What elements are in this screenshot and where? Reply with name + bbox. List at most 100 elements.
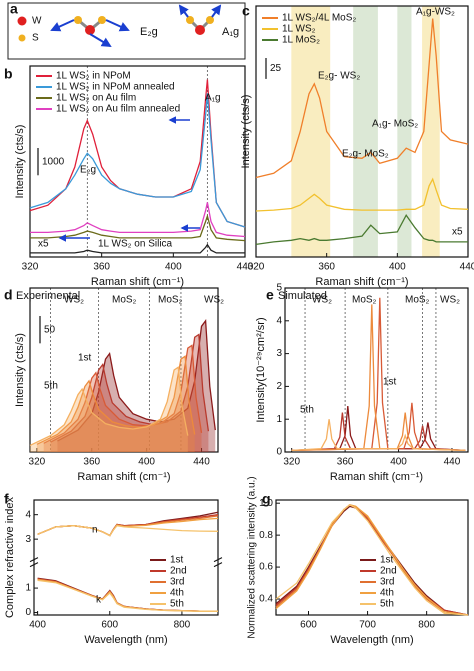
annotation: x5 [452,227,463,238]
highlight-band [397,6,412,257]
highlight-band [291,6,331,257]
mode-label: A₁g [222,26,239,38]
series-line [255,18,469,179]
panel-label: d [4,287,13,303]
x-axis-label: Raman shift (cm⁻¹) [330,471,423,483]
x-tick-label: 320 [283,457,300,468]
series-area [57,320,216,452]
y-tick-label: 1 [25,583,31,594]
plot-frame [255,5,469,258]
mode-label: E₂g [140,26,158,38]
y-tick-label: 0.8 [259,530,273,541]
series-line [255,177,469,212]
legend-label: 1st [380,555,394,566]
x-tick-label: 400 [390,457,407,468]
series-line [275,504,469,616]
x-tick-label: 400 [389,262,406,273]
annotation: A₁g [205,93,221,104]
e2g-mode [50,16,130,48]
legend-label: 4th [170,588,184,599]
annotation: WS₂ [204,295,224,306]
x-tick-label: 700 [359,620,376,631]
series-line [30,213,246,242]
annotation: MoS₂ [158,295,183,306]
series-line [291,406,466,452]
y-tick-label: 0 [25,607,31,618]
x-axis-label: Wavelength (nm) [84,634,167,646]
annotation: 1L WS₂ on Silica [98,239,173,250]
x-tick-label: 360 [318,262,335,273]
annotation: x5 [38,239,49,250]
x-tick-label: 360 [337,457,354,468]
series-line [37,511,219,537]
annotation: E₂g [80,165,96,176]
series-area [36,356,195,452]
legend-label: 1L WS₂ in NPoM annealed [56,82,175,93]
x-tick-label: 320 [22,262,39,273]
a1g-mode [178,4,222,35]
legend-label: 1L WS₂ on Au film annealed [56,104,180,115]
plot-frame [284,287,469,453]
x-axis-label: Raman shift (cm⁻¹) [91,276,184,288]
series-line [291,419,466,452]
series-line [30,202,246,238]
y-tick-label: 1 [276,414,282,425]
x-tick-label: 400 [29,620,46,631]
x-tick-label: 440 [460,262,474,273]
s-atom [18,34,26,42]
y-tick-label: 4 [25,509,31,520]
legend-label: 2nd [380,566,397,577]
y-axis-label: Intensity (cts/s) [240,95,252,169]
y-tick-label: 2 [276,381,282,392]
legend-label: 5th [170,599,184,610]
annotation: n [92,525,98,536]
x-tick-label: 320 [29,457,46,468]
panel-title: Simulated [278,290,327,302]
legend-label: 1L WS₂ in NPoM [56,71,131,82]
y-axis-label: Complex refractive index [4,496,16,618]
annotation: WS₂ [440,295,460,306]
series-line [275,504,469,616]
x-tick-label: 320 [248,262,265,273]
panel-label: f [4,491,9,507]
x-tick-label: 440 [444,457,461,468]
y-axis-label: Intensity(10⁻²⁹cm²/sr) [255,317,267,422]
series-line [255,213,468,246]
y-tick-label: 0 [276,447,282,458]
legend-label: 1L WS₂ [282,24,316,35]
legend-label: 1L WS₂/4L MoS₂ [282,13,356,24]
legend-label: 1st [170,555,184,566]
y-tick-label: 0.4 [259,594,273,605]
plot-frame [29,65,246,258]
annotation: MoS₂ [352,295,377,306]
series-line [37,578,219,612]
scale-bar-label: 50 [44,324,56,335]
legend-label: 3rd [380,577,394,588]
series-line [30,243,245,254]
annotation: E₂g- WS₂ [318,71,360,82]
y-axis-label: Intensity (cts/s) [14,125,26,199]
plot-frame [33,499,219,616]
y-tick-label: 4 [276,315,282,326]
annotation: 5th [44,381,58,392]
annotation: WS₂ [312,295,332,306]
series-area [43,345,202,452]
series-line [37,514,219,537]
panel-label: c [242,3,250,19]
scale-bar-label: 25 [270,63,282,74]
scale-bar-label: 1000 [42,156,65,167]
annotation: A₁g-WS₂ [416,7,455,18]
w-atom [17,16,27,26]
panel-title: Experimental [16,290,80,302]
annotation: A₁g- MoS₂ [372,119,418,130]
annotation: E₂g- MoS₂ [342,149,389,160]
plot-frame [275,499,469,616]
series-area [30,367,188,452]
legend-label: W [32,16,42,27]
axis-break [29,557,223,568]
panel-label: e [266,287,274,303]
series-line [36,355,196,445]
x-axis-label: Raman shift (cm⁻¹) [77,471,170,483]
x-tick-label: 400 [138,457,155,468]
